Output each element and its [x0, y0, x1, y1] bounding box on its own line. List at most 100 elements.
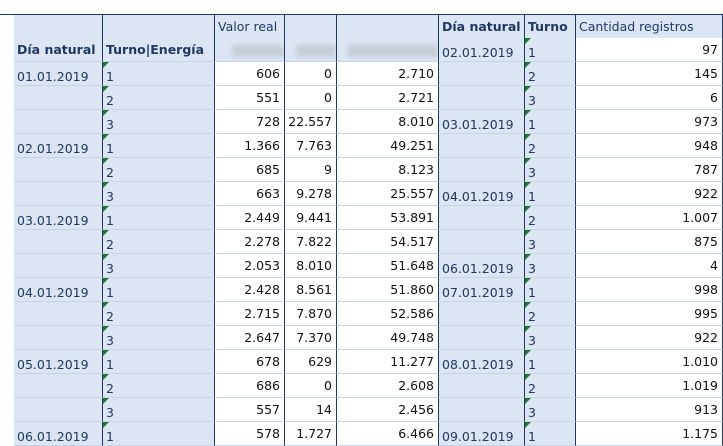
redacted-header-3[interactable]: [337, 38, 439, 62]
dia-natural-cell[interactable]: 03.01.2019: [14, 206, 103, 230]
dia-natural-cell[interactable]: [439, 374, 525, 398]
dia-natural-cell[interactable]: [14, 374, 103, 398]
cantidad-cell[interactable]: 1.010: [576, 350, 723, 374]
redacted-header-2[interactable]: [285, 38, 337, 62]
dia-natural-cell[interactable]: [439, 302, 525, 326]
header-empty-1[interactable]: [14, 15, 103, 39]
dia-natural-cell[interactable]: 06.01.2019: [14, 422, 103, 446]
dia-natural-cell[interactable]: [14, 302, 103, 326]
turno-cell[interactable]: 2: [525, 134, 576, 158]
value-cell[interactable]: 7.870: [285, 302, 337, 326]
value-cell[interactable]: 8.561: [285, 278, 337, 302]
value-cell[interactable]: 663: [215, 182, 285, 206]
cantidad-cell[interactable]: 948: [576, 134, 723, 158]
value-cell[interactable]: 2.715: [215, 302, 285, 326]
turno-cell[interactable]: 2: [525, 302, 576, 326]
turno-cell[interactable]: 3: [103, 398, 215, 422]
value-cell[interactable]: 0: [285, 62, 337, 86]
dia-natural-cell[interactable]: 03.01.2019: [439, 110, 525, 134]
turno-energia-header[interactable]: Turno|Energía: [103, 38, 215, 62]
value-cell[interactable]: 2.278: [215, 230, 285, 254]
value-cell[interactable]: 25.557: [337, 182, 439, 206]
dia-natural-cell[interactable]: [439, 134, 525, 158]
value-cell[interactable]: 9.278: [285, 182, 337, 206]
cantidad-registros-header[interactable]: Cantidad registros: [576, 15, 723, 39]
turno-cell[interactable]: 3: [525, 86, 576, 110]
value-cell[interactable]: 551: [215, 86, 285, 110]
header-empty-2[interactable]: [103, 15, 215, 39]
dia-natural-cell[interactable]: 08.01.2019: [439, 350, 525, 374]
dia-natural-cell[interactable]: [14, 326, 103, 350]
value-cell[interactable]: 14: [285, 398, 337, 422]
dia-natural-cell[interactable]: [14, 230, 103, 254]
dia-natural-cell[interactable]: [439, 86, 525, 110]
dia-natural-cell[interactable]: 04.01.2019: [14, 278, 103, 302]
value-cell[interactable]: 7.822: [285, 230, 337, 254]
dia-natural-cell[interactable]: [14, 158, 103, 182]
cantidad-cell[interactable]: 913: [576, 398, 723, 422]
turno-cell[interactable]: 2: [103, 158, 215, 182]
dia-natural-cell[interactable]: [14, 86, 103, 110]
value-cell[interactable]: 9: [285, 158, 337, 182]
value-cell[interactable]: 7.763: [285, 134, 337, 158]
dia-natural-cell[interactable]: [14, 110, 103, 134]
dia-natural-cell[interactable]: [14, 398, 103, 422]
turno-cell[interactable]: 1: [525, 422, 576, 446]
dia-natural-cell[interactable]: 02.01.2019: [439, 38, 525, 62]
turno-cell[interactable]: 3: [103, 182, 215, 206]
value-cell[interactable]: 557: [215, 398, 285, 422]
turno-cell[interactable]: 2: [525, 62, 576, 86]
turno-cell[interactable]: 1: [103, 134, 215, 158]
cantidad-cell[interactable]: 4: [576, 254, 723, 278]
value-cell[interactable]: 2.456: [337, 398, 439, 422]
value-cell[interactable]: 678: [215, 350, 285, 374]
value-cell[interactable]: 1.727: [285, 422, 337, 446]
cantidad-cell[interactable]: 6: [576, 86, 723, 110]
turno-cell[interactable]: 2: [103, 302, 215, 326]
redacted-header-1[interactable]: [215, 38, 285, 62]
value-cell[interactable]: 2.449: [215, 206, 285, 230]
turno-cell[interactable]: 3: [525, 398, 576, 422]
dia-natural-cell[interactable]: [14, 182, 103, 206]
dia-natural-cell[interactable]: [439, 230, 525, 254]
value-cell[interactable]: 9.441: [285, 206, 337, 230]
turno-cell[interactable]: 1: [525, 182, 576, 206]
cantidad-cell[interactable]: 973: [576, 110, 723, 134]
turno-right-header[interactable]: Turno: [525, 15, 576, 39]
value-cell[interactable]: 22.557: [285, 110, 337, 134]
turno-cell[interactable]: 2: [103, 230, 215, 254]
cantidad-cell[interactable]: 787: [576, 158, 723, 182]
turno-cell[interactable]: 1: [103, 350, 215, 374]
value-cell[interactable]: 2.647: [215, 326, 285, 350]
dia-natural-cell[interactable]: 09.01.2019: [439, 422, 525, 446]
value-cell[interactable]: 728: [215, 110, 285, 134]
value-cell[interactable]: 7.370: [285, 326, 337, 350]
value-cell[interactable]: 54.517: [337, 230, 439, 254]
dia-natural-cell[interactable]: [439, 326, 525, 350]
value-cell[interactable]: 11.277: [337, 350, 439, 374]
turno-cell[interactable]: 1: [525, 350, 576, 374]
turno-cell[interactable]: 1: [525, 278, 576, 302]
value-cell[interactable]: 53.891: [337, 206, 439, 230]
turno-cell[interactable]: 1: [103, 62, 215, 86]
cantidad-cell[interactable]: 1.007: [576, 206, 723, 230]
value-cell[interactable]: 1.366: [215, 134, 285, 158]
value-cell[interactable]: 629: [285, 350, 337, 374]
cantidad-cell[interactable]: 922: [576, 182, 723, 206]
dia-natural-cell[interactable]: [439, 398, 525, 422]
turno-cell[interactable]: 2: [525, 206, 576, 230]
dia-natural-cell[interactable]: 04.01.2019: [439, 182, 525, 206]
cantidad-cell[interactable]: 875: [576, 230, 723, 254]
dia-natural-cell[interactable]: [14, 254, 103, 278]
dia-natural-right-header[interactable]: Día natural: [439, 15, 525, 39]
dia-natural-cell[interactable]: [439, 62, 525, 86]
value-cell[interactable]: 606: [215, 62, 285, 86]
turno-cell[interactable]: 1: [103, 206, 215, 230]
turno-cell[interactable]: 1: [103, 278, 215, 302]
value-cell[interactable]: 49.748: [337, 326, 439, 350]
value-cell[interactable]: 2.721: [337, 86, 439, 110]
turno-cell[interactable]: 3: [103, 254, 215, 278]
turno-cell[interactable]: 2: [525, 374, 576, 398]
value-cell[interactable]: 49.251: [337, 134, 439, 158]
cantidad-cell[interactable]: 1.175: [576, 422, 723, 446]
